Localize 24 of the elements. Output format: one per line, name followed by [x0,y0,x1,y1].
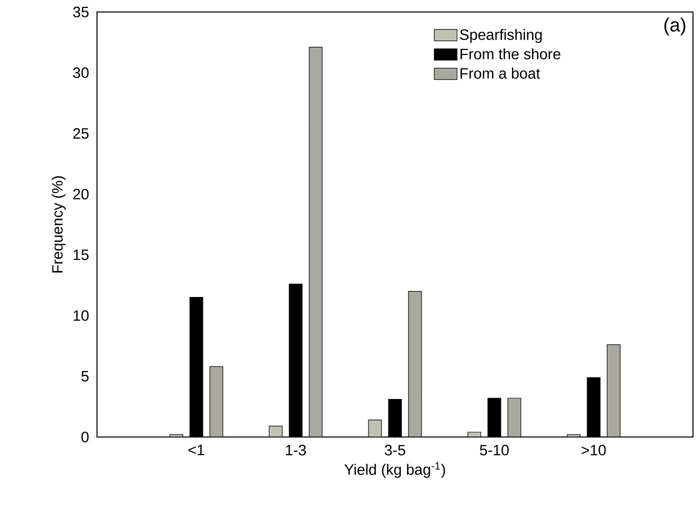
x-tick-label: <1 [188,444,204,456]
bar [408,290,422,437]
x-tick-label: >10 [582,444,606,456]
y-tick-label: 35 [73,6,89,18]
y-tick-label: 25 [73,128,89,139]
x-axis-title: Yield (kg bag$^{-1}$) [344,462,445,478]
bar [606,344,620,437]
y-tick-label: 0 [81,432,89,442]
y-tick-label: 15 [74,250,89,260]
y-tick-label: 5 [81,371,89,382]
legend-label: Spearfishing [460,28,542,43]
y-tick-label: 20 [73,188,89,200]
bar [210,366,224,437]
x-tick-label: 3-5 [384,444,406,456]
bar [308,46,322,437]
legend-label: From the shore [460,48,560,60]
x-tick-label: 5-10 [480,444,509,456]
legend-label: From a boat [460,68,540,79]
bar [508,398,522,437]
y-tick-label: 10 [74,310,89,321]
x-tick-label: 1-3 [286,444,306,456]
annotation: (a) [664,18,686,36]
y-axis-title: Frequency (%) [52,176,66,272]
y-tick-label: 30 [73,67,89,78]
